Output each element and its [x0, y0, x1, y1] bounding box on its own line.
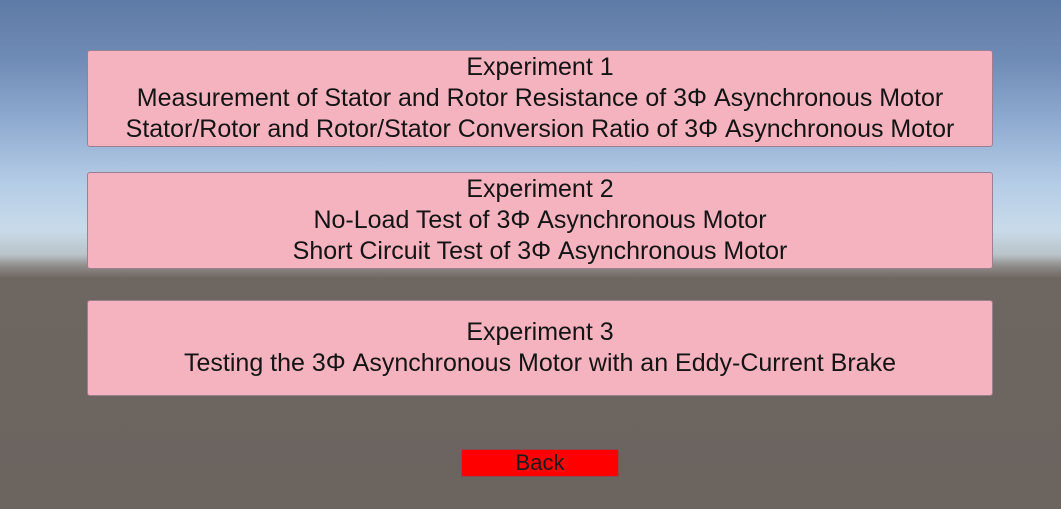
experiment-1-title: Experiment 1 — [466, 53, 614, 81]
experiment-2-button[interactable]: Experiment 2 No-Load Test of 3Φ Asynchro… — [87, 172, 993, 269]
back-button[interactable]: Back — [461, 449, 619, 477]
experiment-3-button[interactable]: Experiment 3 Testing the 3Φ Asynchronous… — [87, 300, 993, 396]
experiment-1-button[interactable]: Experiment 1 Measurement of Stator and R… — [87, 50, 993, 147]
experiment-1-line-1: Measurement of Stator and Rotor Resistan… — [136, 84, 944, 112]
experiment-3-line-1: Testing the 3Φ Asynchronous Motor with a… — [184, 349, 896, 377]
experiment-2-title: Experiment 2 — [466, 175, 614, 203]
experiment-3-title: Experiment 3 — [466, 318, 614, 346]
experiment-2-line-2: Short Circuit Test of 3Φ Asynchronous Mo… — [292, 237, 788, 265]
experiment-2-line-1: No-Load Test of 3Φ Asynchronous Motor — [313, 206, 767, 234]
experiment-1-line-2: Stator/Rotor and Rotor/Stator Conversion… — [125, 115, 955, 143]
